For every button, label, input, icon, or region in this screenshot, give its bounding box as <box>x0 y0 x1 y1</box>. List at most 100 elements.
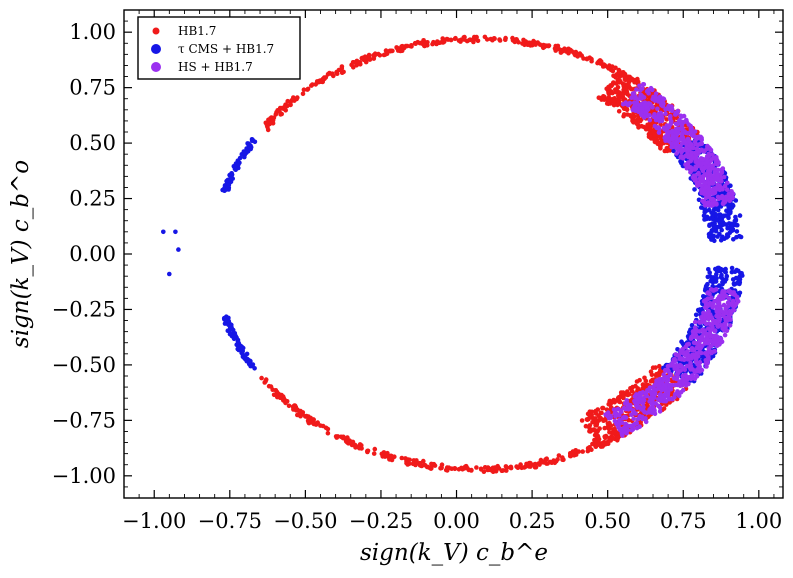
data-point <box>718 185 724 191</box>
data-point <box>712 224 717 230</box>
data-point <box>583 423 589 429</box>
data-point <box>714 201 719 206</box>
data-point <box>688 158 693 164</box>
data-point <box>727 197 732 202</box>
data-point <box>734 234 739 240</box>
data-point <box>615 102 620 108</box>
data-point <box>635 79 641 85</box>
data-point <box>719 275 724 281</box>
data-point <box>556 453 562 458</box>
data-point <box>622 425 628 430</box>
data-point <box>642 375 647 381</box>
data-point <box>596 436 602 442</box>
data-point <box>708 338 713 344</box>
data-point <box>544 456 549 462</box>
data-point <box>277 105 283 111</box>
data-point <box>161 229 166 235</box>
y-tick-label: −1.00 <box>52 464 116 488</box>
data-point <box>606 66 612 71</box>
data-point <box>705 176 711 182</box>
data-point <box>353 445 358 450</box>
data-point <box>664 117 669 122</box>
data-point <box>623 106 628 112</box>
data-point <box>617 79 623 85</box>
data-point <box>611 80 616 85</box>
data-point <box>729 265 735 271</box>
data-point <box>698 345 704 351</box>
data-point <box>407 457 412 463</box>
data-point <box>708 287 714 292</box>
data-point <box>633 104 638 109</box>
data-point <box>409 43 414 48</box>
data-point <box>737 213 743 218</box>
data-point <box>615 85 621 90</box>
data-point <box>616 97 621 102</box>
data-point <box>598 416 603 421</box>
data-point <box>707 168 713 173</box>
data-point <box>657 376 662 382</box>
data-point <box>593 416 598 421</box>
data-point <box>591 427 597 432</box>
data-point <box>696 197 702 203</box>
data-point <box>650 105 655 110</box>
data-point <box>678 121 684 126</box>
data-point <box>722 183 728 189</box>
data-point <box>537 42 543 47</box>
data-point <box>706 316 711 322</box>
data-point <box>666 103 671 109</box>
data-point <box>684 342 690 347</box>
data-point <box>421 40 426 45</box>
data-point <box>716 337 721 343</box>
data-point <box>703 358 709 363</box>
data-point <box>621 405 627 411</box>
data-point <box>714 275 719 281</box>
data-point <box>241 150 247 156</box>
data-point <box>371 451 377 456</box>
data-point <box>404 460 409 466</box>
data-point <box>704 331 709 337</box>
data-point <box>621 87 626 93</box>
data-point <box>691 133 697 138</box>
data-point <box>325 430 331 436</box>
data-point <box>399 455 405 461</box>
data-point <box>658 146 663 151</box>
data-point <box>315 420 321 425</box>
data-point <box>714 175 720 180</box>
data-point <box>478 467 484 472</box>
data-point <box>484 37 490 42</box>
data-point <box>371 53 376 58</box>
data-point <box>546 43 552 48</box>
data-point <box>683 383 689 388</box>
y-axis-label: sign(k_V) c_b^o <box>8 160 34 348</box>
legend-label: HB1.7 <box>178 24 216 38</box>
data-point <box>656 125 661 130</box>
data-point <box>226 182 232 188</box>
data-point <box>678 159 683 164</box>
data-point <box>482 465 488 470</box>
data-point <box>669 144 674 150</box>
points-layer <box>161 34 745 475</box>
data-point <box>636 125 641 130</box>
data-point <box>681 377 686 382</box>
data-point <box>301 87 307 92</box>
data-point <box>459 465 464 471</box>
data-point <box>623 101 629 106</box>
data-point <box>657 363 662 369</box>
data-point <box>294 96 299 102</box>
data-point <box>625 392 631 398</box>
data-point <box>720 201 726 207</box>
data-point <box>726 288 732 294</box>
data-point <box>625 389 630 394</box>
data-point <box>673 358 678 364</box>
data-point <box>637 118 643 124</box>
data-point <box>325 426 331 432</box>
data-point <box>661 96 667 102</box>
data-point <box>705 290 711 295</box>
data-point <box>658 398 663 404</box>
data-point <box>699 137 704 143</box>
data-point <box>259 375 264 381</box>
data-point <box>708 274 713 279</box>
data-point <box>243 356 249 361</box>
data-point <box>699 147 704 153</box>
